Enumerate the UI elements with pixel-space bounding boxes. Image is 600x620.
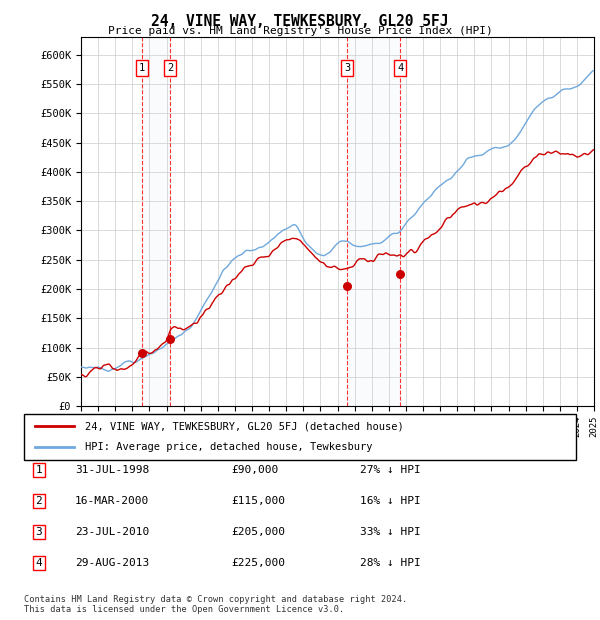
Text: £115,000: £115,000	[231, 496, 285, 506]
Text: Contains HM Land Registry data © Crown copyright and database right 2024.: Contains HM Land Registry data © Crown c…	[24, 595, 407, 604]
Text: HPI: Average price, detached house, Tewkesbury: HPI: Average price, detached house, Tewk…	[85, 443, 372, 453]
Text: 1: 1	[139, 63, 145, 73]
Point	[165, 334, 175, 343]
Bar	[347, 37, 400, 406]
Text: 4: 4	[397, 63, 403, 73]
Text: 33% ↓ HPI: 33% ↓ HPI	[360, 527, 421, 537]
Text: 2: 2	[167, 63, 173, 73]
FancyBboxPatch shape	[24, 414, 576, 460]
Point	[342, 281, 352, 291]
Text: £205,000: £205,000	[231, 527, 285, 537]
Text: This data is licensed under the Open Government Licence v3.0.: This data is licensed under the Open Gov…	[24, 604, 344, 614]
Text: 16% ↓ HPI: 16% ↓ HPI	[360, 496, 421, 506]
Text: 4: 4	[35, 558, 43, 568]
Text: 27% ↓ HPI: 27% ↓ HPI	[360, 465, 421, 475]
Text: 28% ↓ HPI: 28% ↓ HPI	[360, 558, 421, 568]
Bar	[142, 37, 170, 406]
Text: £90,000: £90,000	[231, 465, 278, 475]
Text: 24, VINE WAY, TEWKESBURY, GL20 5FJ (detached house): 24, VINE WAY, TEWKESBURY, GL20 5FJ (deta…	[85, 421, 403, 431]
Text: 29-AUG-2013: 29-AUG-2013	[75, 558, 149, 568]
Text: £225,000: £225,000	[231, 558, 285, 568]
Point	[137, 348, 147, 358]
Text: 16-MAR-2000: 16-MAR-2000	[75, 496, 149, 506]
Text: 3: 3	[344, 63, 350, 73]
Text: 1: 1	[35, 465, 43, 475]
Point	[395, 269, 405, 279]
Text: Price paid vs. HM Land Registry's House Price Index (HPI): Price paid vs. HM Land Registry's House …	[107, 26, 493, 36]
Text: 2: 2	[35, 496, 43, 506]
Text: 24, VINE WAY, TEWKESBURY, GL20 5FJ: 24, VINE WAY, TEWKESBURY, GL20 5FJ	[151, 14, 449, 29]
Text: 3: 3	[35, 527, 43, 537]
Text: 23-JUL-2010: 23-JUL-2010	[75, 527, 149, 537]
Text: 31-JUL-1998: 31-JUL-1998	[75, 465, 149, 475]
